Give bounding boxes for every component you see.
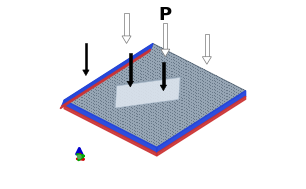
Polygon shape <box>161 49 170 57</box>
Polygon shape <box>125 13 129 36</box>
Polygon shape <box>163 23 167 49</box>
Polygon shape <box>115 77 180 108</box>
Polygon shape <box>84 43 87 70</box>
Polygon shape <box>162 62 165 85</box>
Circle shape <box>78 155 81 159</box>
Polygon shape <box>117 76 181 86</box>
Polygon shape <box>157 91 246 153</box>
Polygon shape <box>129 53 132 81</box>
Polygon shape <box>202 57 211 64</box>
Text: P: P <box>159 6 172 24</box>
Polygon shape <box>64 100 157 153</box>
Polygon shape <box>127 81 133 87</box>
Polygon shape <box>160 85 166 91</box>
Polygon shape <box>122 36 131 43</box>
Polygon shape <box>157 96 246 156</box>
Polygon shape <box>83 70 89 76</box>
Polygon shape <box>64 106 157 156</box>
Polygon shape <box>205 34 209 57</box>
Polygon shape <box>62 43 153 106</box>
Polygon shape <box>64 43 246 147</box>
Polygon shape <box>60 49 151 109</box>
